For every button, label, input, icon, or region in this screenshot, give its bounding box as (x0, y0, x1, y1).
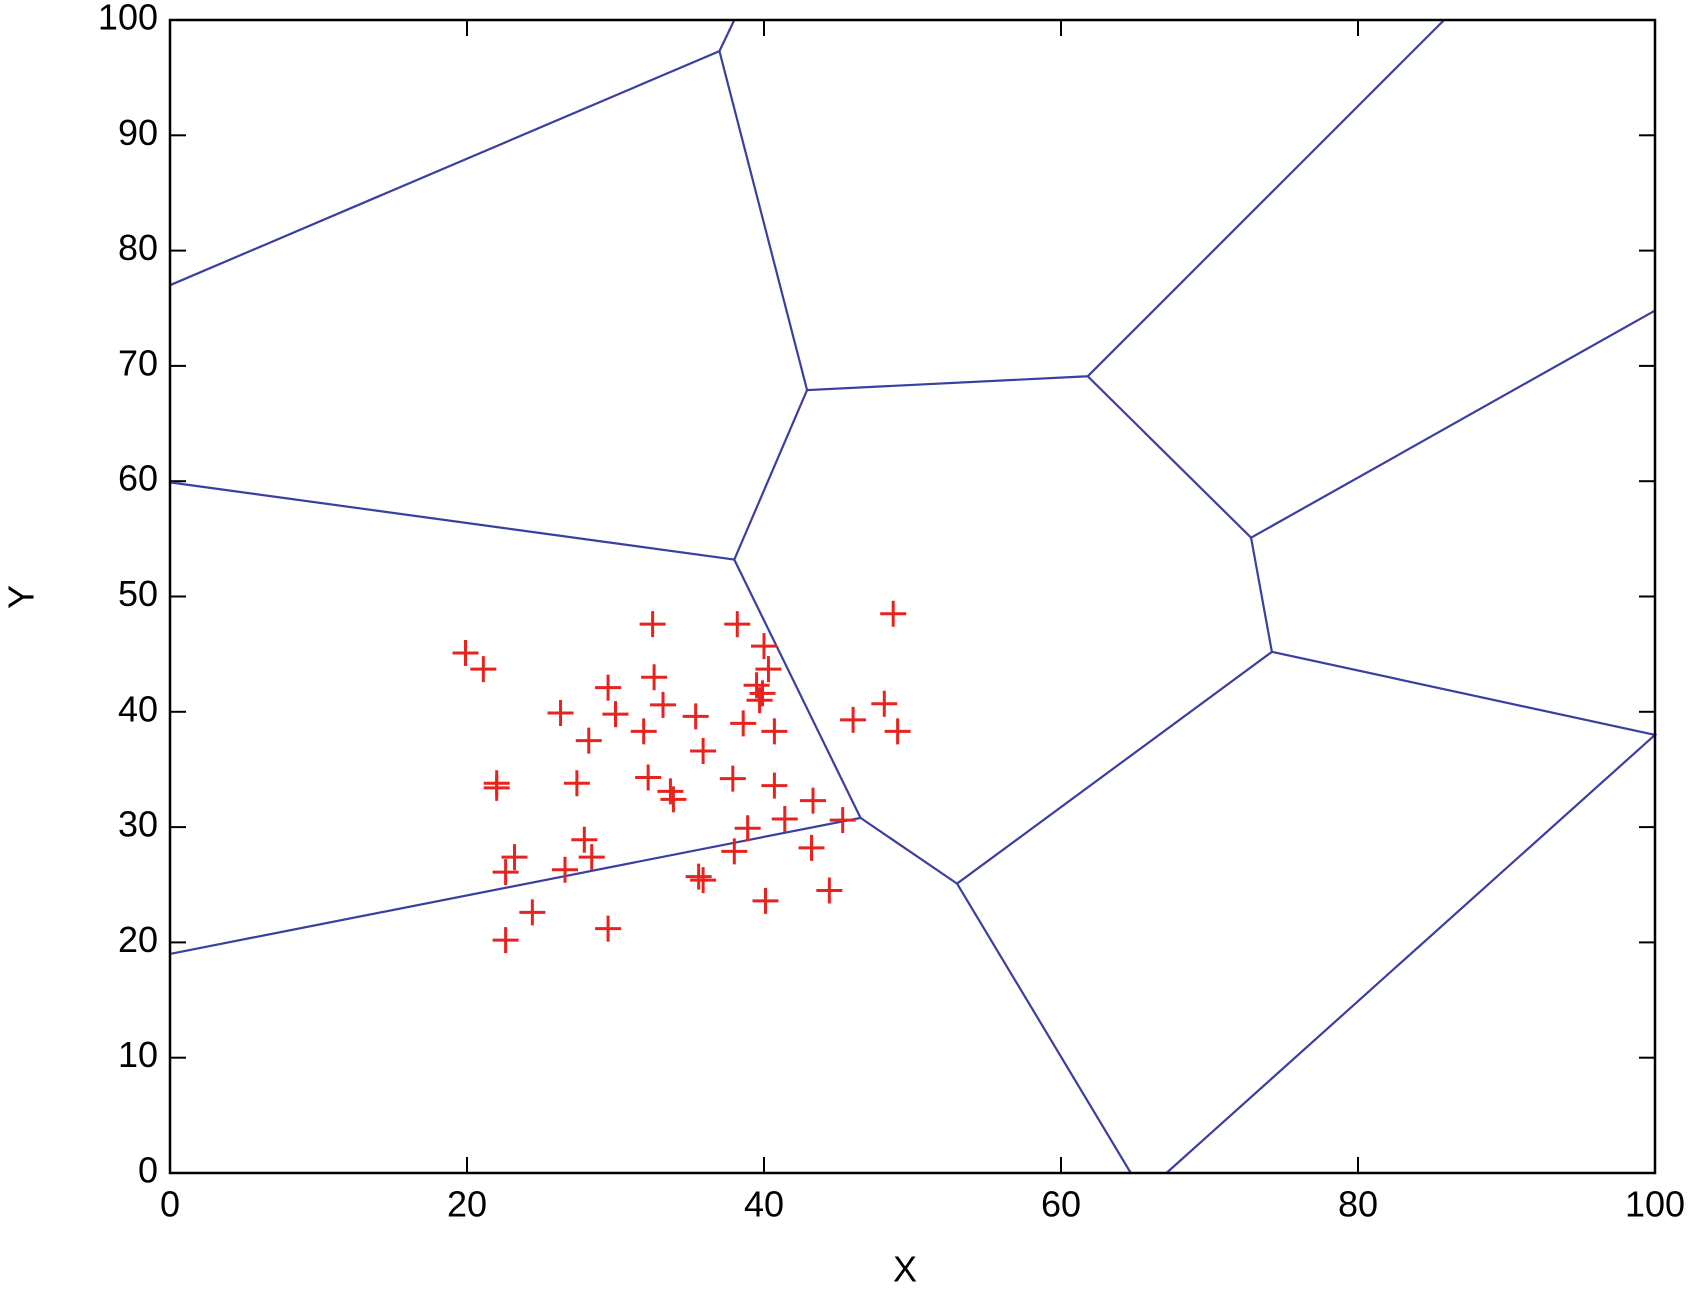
point (749, 680, 776, 707)
y-tick-label: 0 (138, 1150, 158, 1191)
point (483, 774, 510, 801)
point (746, 687, 773, 714)
point (800, 787, 827, 814)
point (501, 844, 528, 871)
voronoi-edge (169, 816, 958, 956)
point (829, 807, 856, 834)
point (751, 633, 777, 660)
voronoi-edge (733, 559, 862, 819)
x-tick-label: 60 (1041, 1184, 1081, 1225)
point (635, 764, 662, 791)
point (724, 611, 751, 638)
point (595, 674, 622, 701)
point (685, 863, 712, 890)
point (452, 639, 479, 666)
y-axis-label: Y (1, 585, 42, 609)
point (682, 703, 709, 730)
x-tick-label: 20 (447, 1184, 487, 1225)
x-tick-label: 0 (160, 1184, 180, 1225)
y-tick-label: 40 (118, 688, 158, 729)
plot-frame (168, 18, 1657, 1175)
y-tick-label: 80 (118, 227, 158, 268)
voronoi-edge (169, 19, 736, 287)
point (840, 706, 867, 733)
point (798, 834, 825, 861)
point (492, 859, 519, 886)
point (871, 690, 898, 717)
point (563, 770, 590, 797)
voronoi-edge (955, 650, 1273, 1174)
point (547, 699, 574, 726)
point (571, 826, 598, 853)
point (690, 867, 717, 894)
point (730, 710, 757, 737)
voronoi-edge (1165, 537, 1658, 1174)
y-tick-label: 90 (118, 112, 158, 153)
point (719, 765, 746, 792)
point (519, 899, 546, 926)
y-tick-label: 50 (118, 573, 158, 614)
y-tick-label: 20 (118, 919, 158, 960)
point (641, 664, 668, 691)
point (602, 701, 629, 728)
voronoi-edge (1086, 309, 1656, 540)
point (492, 927, 519, 954)
point (755, 656, 782, 683)
point (660, 786, 687, 813)
point (575, 727, 602, 754)
y-tick-label: 100 (98, 0, 158, 38)
point (734, 815, 761, 842)
point (470, 656, 497, 683)
point (884, 718, 911, 745)
point (578, 844, 605, 871)
point (639, 611, 666, 638)
point (630, 718, 657, 745)
y-tick-label: 60 (118, 458, 158, 499)
y-tick-label: 70 (118, 342, 158, 383)
point (752, 887, 779, 914)
x-axis-label: X (893, 1249, 917, 1290)
point (650, 691, 677, 718)
point (552, 856, 579, 883)
y-tick-label: 30 (118, 804, 158, 845)
x-tick-label: 80 (1338, 1184, 1378, 1225)
y-tick-label: 10 (118, 1034, 158, 1075)
point (690, 738, 717, 765)
x-tick-label: 40 (744, 1184, 784, 1225)
point (771, 806, 798, 833)
voronoi-edge (718, 19, 1445, 392)
x-tick-label: 100 (1625, 1184, 1685, 1225)
point (761, 772, 788, 799)
point (595, 915, 622, 942)
point (761, 718, 788, 745)
voronoi-edge (169, 389, 809, 561)
point (880, 600, 907, 627)
point (816, 877, 843, 904)
point (721, 838, 748, 865)
